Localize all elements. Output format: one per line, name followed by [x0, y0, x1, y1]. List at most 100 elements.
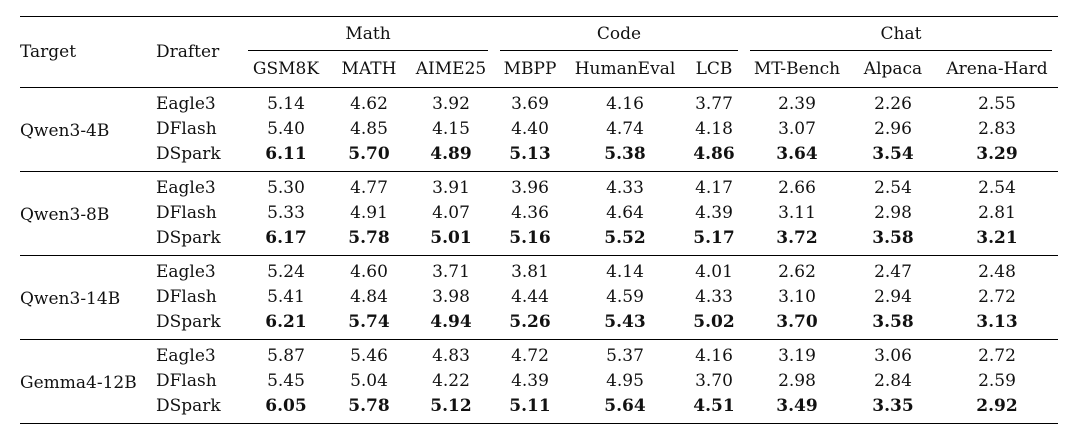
- value-cell: 4.14: [606, 262, 644, 282]
- value-cell: 2.47: [874, 262, 912, 282]
- value-cell: 3.69: [511, 94, 549, 114]
- value-cell: 4.62: [350, 94, 388, 114]
- value-cell: 3.10: [778, 287, 816, 307]
- value-cell: 4.07: [432, 203, 470, 223]
- drafter-cell: Eagle3: [156, 94, 216, 114]
- value-cell: 4.94: [430, 312, 472, 332]
- value-cell: 3.35: [872, 396, 914, 416]
- value-cell: 5.12: [430, 396, 472, 416]
- value-cell: 3.19: [778, 346, 816, 366]
- value-cell: 2.98: [874, 203, 912, 223]
- drafter-cell: DSpark: [156, 312, 221, 332]
- value-cell: 3.91: [432, 178, 470, 198]
- header-row-columns: GSM8K MATH AIME25 MBPP HumanEval LCB MT-…: [20, 51, 1058, 88]
- column-header-aime25: AIME25: [415, 58, 487, 79]
- value-cell: 3.13: [976, 312, 1018, 332]
- value-cell: 2.72: [978, 287, 1016, 307]
- value-cell: 4.84: [350, 287, 388, 307]
- value-cell: 5.17: [693, 228, 735, 248]
- column-header-lcb: LCB: [695, 58, 733, 79]
- header-row-groups: Target Drafter Math Code Chat: [20, 16, 1058, 60]
- value-cell: 3.49: [776, 396, 818, 416]
- value-cell: 4.36: [511, 203, 549, 223]
- value-cell: 5.78: [348, 228, 390, 248]
- value-cell: 4.86: [693, 144, 735, 164]
- value-cell: 4.16: [695, 346, 733, 366]
- value-cell: 3.70: [695, 371, 733, 391]
- value-cell: 2.72: [978, 346, 1016, 366]
- value-cell: 3.96: [511, 178, 549, 198]
- target-model-cell: Gemma4-12B: [20, 373, 137, 393]
- drafter-cell: DSpark: [156, 396, 221, 416]
- value-cell: 4.85: [350, 119, 388, 139]
- column-header-humaneval: HumanEval: [574, 58, 676, 79]
- drafter-cell: DFlash: [156, 203, 217, 223]
- drafter-cell: Eagle3: [156, 262, 216, 282]
- value-cell: 5.13: [509, 144, 551, 164]
- drafter-header: Drafter: [156, 41, 220, 62]
- value-cell: 5.37: [606, 346, 644, 366]
- group-header-math: Math: [242, 17, 494, 51]
- value-cell: 4.91: [350, 203, 388, 223]
- table-row: Qwen3-8B Eagle3 5.30 4.77 3.91 3.96 4.33 4.17 2.…: [20, 171, 1058, 224]
- value-cell: 2.96: [874, 119, 912, 139]
- value-cell: 5.33: [267, 203, 305, 223]
- value-cell: 5.26: [509, 312, 551, 332]
- value-cell: 3.98: [432, 287, 470, 307]
- value-cell: 4.95: [606, 371, 644, 391]
- table-row: DSpark 6.05 5.78 5.12 5.11 5.64 4.51 3.49 3.35 2.…: [20, 394, 1058, 424]
- value-cell: 5.78: [348, 396, 390, 416]
- value-cell: 4.33: [695, 287, 733, 307]
- value-cell: 5.74: [348, 312, 390, 332]
- value-cell: 2.66: [778, 178, 816, 198]
- value-cell: 3.71: [432, 262, 470, 282]
- group-label: Code: [596, 23, 642, 44]
- table-row: Qwen3-4B Eagle3 5.14 4.62 3.92 3.69 4.16 3.77 2.…: [20, 87, 1058, 140]
- drafter-cell: DFlash: [156, 119, 217, 139]
- drafter-cell: Eagle3: [156, 178, 216, 198]
- value-cell: 2.62: [778, 262, 816, 282]
- value-cell: 4.51: [693, 396, 735, 416]
- target-model-cell: Qwen3-14B: [20, 289, 121, 309]
- value-cell: 5.52: [604, 228, 646, 248]
- value-cell: 5.40: [267, 119, 305, 139]
- value-cell: 4.60: [350, 262, 388, 282]
- column-header-gsm8k: GSM8K: [252, 58, 320, 79]
- results-table: Target Drafter Math Code Chat GSM8K MATH…: [20, 16, 1058, 424]
- column-header-mbpp: MBPP: [503, 58, 557, 79]
- value-cell: 4.22: [432, 371, 470, 391]
- column-header-alpaca: Alpaca: [863, 58, 923, 79]
- target-header: Target: [20, 41, 77, 62]
- value-cell: 3.21: [976, 228, 1018, 248]
- value-cell: 4.44: [511, 287, 549, 307]
- drafter-cell: DFlash: [156, 371, 217, 391]
- value-cell: 3.72: [776, 228, 818, 248]
- value-cell: 5.70: [348, 144, 390, 164]
- value-cell: 5.46: [350, 346, 388, 366]
- table-row: Gemma4-12B Eagle3 5.87 5.46 4.83 4.72 5.37 4.16…: [20, 339, 1058, 392]
- value-cell: 3.29: [976, 144, 1018, 164]
- value-cell: 2.94: [874, 287, 912, 307]
- drafter-cell: DFlash: [156, 287, 217, 307]
- value-cell: 2.98: [778, 371, 816, 391]
- table-body: Qwen3-4B Eagle3 5.14 4.62 3.92 3.69 4.16 3.77 2.…: [20, 87, 1058, 424]
- target-model-cell: Qwen3-8B: [20, 205, 110, 225]
- value-cell: 4.39: [695, 203, 733, 223]
- value-cell: 5.38: [604, 144, 646, 164]
- value-cell: 5.43: [604, 312, 646, 332]
- value-cell: 2.54: [874, 178, 912, 198]
- table-row: DSpark 6.17 5.78 5.01 5.16 5.52 5.17 3.72 3.58 3.…: [20, 226, 1058, 256]
- value-cell: 4.18: [695, 119, 733, 139]
- column-header-arena-hard: Arena-Hard: [946, 58, 1048, 79]
- value-cell: 5.45: [267, 371, 305, 391]
- table-row: DSpark 6.11 5.70 4.89 5.13 5.38 4.86 3.64 3.54 3.…: [20, 142, 1058, 172]
- drafter-cell: Eagle3: [156, 346, 216, 366]
- value-cell: 4.16: [606, 94, 644, 114]
- value-cell: 5.01: [430, 228, 472, 248]
- value-cell: 3.64: [776, 144, 818, 164]
- value-cell: 4.89: [430, 144, 472, 164]
- value-cell: 3.54: [872, 144, 914, 164]
- value-cell: 5.41: [267, 287, 305, 307]
- table-row: DFlash 5.40 4.85 4.15 4.40 4.74 4.18 3.07 2.96 2.…: [20, 117, 1058, 142]
